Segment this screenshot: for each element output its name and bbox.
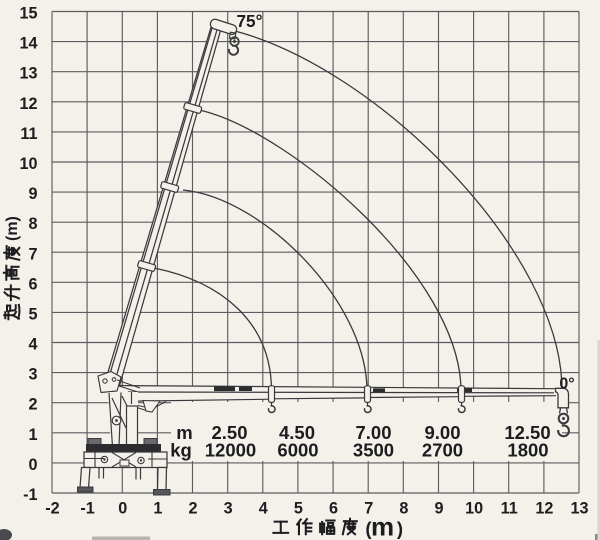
svg-text:14: 14	[19, 35, 37, 53]
svg-text:6000: 6000	[277, 440, 318, 461]
svg-text:2: 2	[28, 396, 37, 414]
svg-text:-2: -2	[45, 500, 59, 518]
svg-text:0: 0	[118, 500, 127, 518]
svg-text:kg: kg	[170, 440, 192, 461]
svg-text:13: 13	[570, 500, 588, 518]
svg-text:(m): (m)	[4, 216, 21, 241]
svg-text:2700: 2700	[422, 440, 463, 461]
svg-text:-1: -1	[23, 486, 37, 504]
svg-text:3: 3	[28, 366, 37, 384]
svg-text:1: 1	[153, 500, 162, 518]
svg-text:3500: 3500	[353, 440, 394, 461]
svg-text:15: 15	[19, 5, 37, 23]
svg-text:4.50: 4.50	[279, 422, 315, 443]
svg-text:-1: -1	[80, 500, 94, 518]
svg-text:6: 6	[329, 500, 338, 518]
svg-text:75°: 75°	[237, 11, 263, 31]
svg-text:12: 12	[19, 95, 37, 113]
svg-text:4: 4	[259, 500, 268, 518]
svg-text:5: 5	[294, 500, 303, 518]
svg-text:2.50: 2.50	[211, 422, 247, 443]
svg-text:9: 9	[28, 185, 37, 203]
svg-text:8: 8	[399, 500, 408, 518]
svg-text:8: 8	[28, 215, 37, 233]
svg-text:m: m	[371, 512, 394, 540]
svg-text:(: (	[365, 518, 372, 539]
svg-text:3: 3	[224, 500, 233, 518]
svg-text:4: 4	[28, 336, 37, 354]
svg-text:12.50: 12.50	[504, 422, 550, 443]
svg-text:11: 11	[20, 125, 37, 143]
svg-text:1800: 1800	[507, 440, 548, 461]
svg-text:13: 13	[19, 65, 37, 83]
svg-text:9: 9	[434, 500, 443, 518]
svg-text:2: 2	[189, 500, 198, 518]
svg-text:7.00: 7.00	[355, 422, 391, 443]
svg-text:6: 6	[28, 275, 37, 293]
svg-text:7: 7	[28, 245, 37, 263]
svg-text:11: 11	[501, 500, 518, 518]
svg-text:m: m	[176, 422, 192, 443]
svg-text:1: 1	[28, 426, 37, 444]
svg-text:12000: 12000	[205, 440, 256, 461]
svg-text:10: 10	[465, 500, 483, 518]
svg-text:0: 0	[28, 456, 37, 474]
svg-text:10: 10	[19, 155, 37, 173]
svg-text:9.00: 9.00	[424, 422, 460, 443]
svg-text:12: 12	[535, 500, 553, 518]
svg-text:): )	[397, 518, 403, 539]
svg-text:5: 5	[28, 305, 37, 323]
svg-text:7: 7	[364, 500, 373, 518]
svg-text:0°: 0°	[559, 376, 574, 393]
